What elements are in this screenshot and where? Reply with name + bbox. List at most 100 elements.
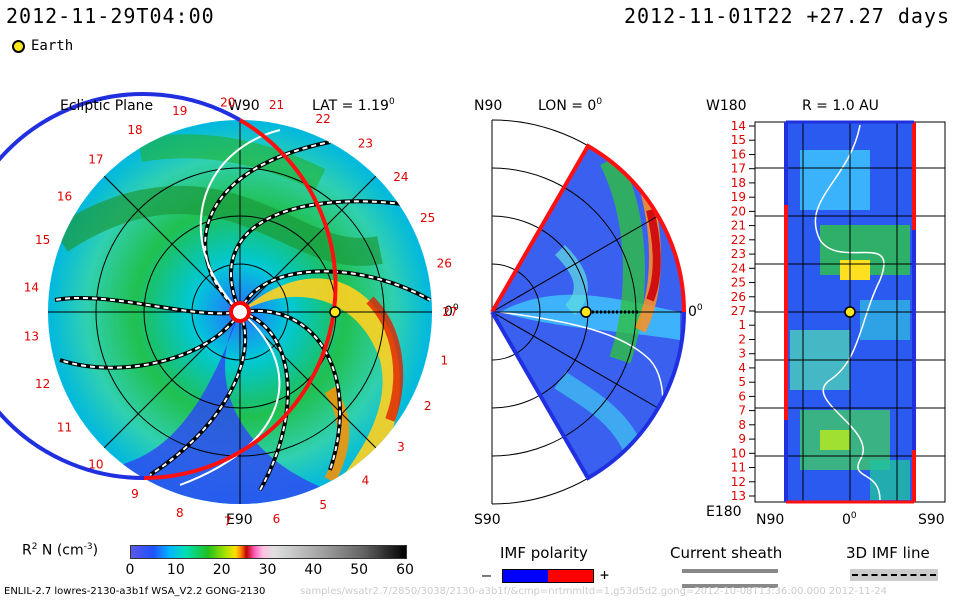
radial-day-label: 9	[738, 432, 746, 446]
earth-meridional-icon	[580, 306, 592, 318]
radial-day-label: 7	[738, 404, 746, 418]
radial-day-label: 27	[731, 304, 746, 318]
radial-day-label: 2	[738, 333, 746, 347]
earth-legend: Earth	[12, 38, 73, 54]
imf-polarity-swatch	[502, 569, 594, 583]
carrington-day-label: 23	[358, 137, 373, 151]
model-time-offset: 2012-11-01T22 +27.27 days	[623, 4, 950, 28]
carrington-day-label: 11	[57, 420, 72, 434]
radial-day-label: 12	[731, 475, 746, 489]
carrington-day-label: 22	[316, 112, 331, 126]
carrington-day-label: 6	[273, 512, 281, 526]
imf-plus-label: +	[600, 566, 610, 584]
colorbar-tick-label: 60	[396, 562, 414, 578]
radial-day-label: 1	[738, 318, 746, 332]
carrington-day-label: 2	[424, 399, 432, 413]
imf3d-swatch	[850, 569, 938, 581]
radial-x-mid-label: 00	[842, 511, 857, 528]
imf-negative-swatch	[503, 570, 548, 582]
radial-day-labels: 1415161718192021222324252627123456789101…	[731, 119, 755, 503]
meridional-title: LON = 00	[538, 97, 602, 114]
radial-x-right-label: S90	[918, 512, 945, 528]
radial-day-label: 10	[731, 446, 746, 460]
carrington-day-label: 14	[24, 281, 39, 295]
carrington-day-label: 26	[437, 257, 452, 271]
colorbar-tick-label: 40	[304, 562, 323, 578]
ecliptic-bottom-label: E90	[226, 512, 253, 528]
carrington-day-label: 1	[440, 353, 448, 367]
ecliptic-lat-label: LAT = 1.190	[312, 97, 395, 114]
radial-day-label: 8	[738, 418, 746, 432]
carrington-day-label: 13	[24, 329, 39, 343]
carrington-day-label: 19	[172, 104, 187, 118]
radial-day-label: 6	[738, 389, 746, 403]
carrington-day-label: 16	[57, 190, 72, 204]
carrington-day-label: 5	[319, 498, 327, 512]
run-path-footer: samples/wsatr2.7/2850/3038/2130-a3b1f/&c…	[300, 586, 888, 597]
density-colorbar	[130, 545, 407, 559]
radial-x-left-label: N90	[756, 512, 784, 528]
run-timestamp: 2012-11-29T04:00	[6, 4, 215, 28]
imf-polarity-title: IMF polarity	[500, 544, 588, 562]
radial-day-label: 24	[731, 261, 746, 275]
earth-legend-label: Earth	[31, 38, 74, 54]
radial-day-label: 14	[731, 119, 746, 133]
radial-day-label: 21	[731, 219, 746, 233]
radial-day-label: 20	[731, 204, 746, 218]
carrington-day-label: 17	[88, 152, 103, 166]
carrington-day-label: 4	[362, 473, 370, 487]
colorbar-tick-label: 20	[212, 562, 231, 578]
meridional-plane-panel: N90 LON = 00 S90 00	[474, 97, 703, 528]
imf3d-title: 3D IMF line	[846, 544, 930, 562]
radial-day-label: 5	[738, 375, 746, 389]
model-info-footer: ENLIL-2.7 lowres-2130-a3b1f WSA_V2.2 GON…	[4, 586, 266, 597]
carrington-day-label: 3	[397, 440, 405, 454]
radial-day-label: 18	[731, 176, 746, 190]
radial-bottom-left-label: E180	[706, 504, 742, 520]
imf-positive-swatch	[548, 570, 593, 582]
ecliptic-top-label: W90	[228, 98, 260, 114]
meridional-top-label: N90	[474, 98, 502, 114]
radial-title: R = 1.0 AU	[802, 98, 879, 114]
sun-marker-icon	[229, 301, 251, 323]
carrington-day-label: 21	[269, 98, 284, 112]
ecliptic-title: Ecliptic Plane	[60, 98, 153, 114]
meridional-bottom-label: S90	[474, 512, 501, 528]
current-sheath-title: Current sheath	[670, 544, 783, 562]
radial-day-label: 22	[731, 233, 746, 247]
carrington-day-label: 10	[88, 458, 103, 472]
radial-day-label: 4	[738, 361, 746, 375]
carrington-day-label: 24	[393, 170, 408, 184]
colorbar-tick-label: 50	[350, 562, 369, 578]
colorbar-title: R2 N (cm-3)	[22, 542, 99, 559]
radial-day-label: 15	[731, 133, 746, 147]
radial-day-label: 23	[731, 247, 746, 261]
current-sheath-swatch	[682, 569, 778, 588]
carrington-day-label: 15	[35, 233, 50, 247]
radial-day-label: 13	[731, 489, 746, 503]
carrington-day-label: 8	[176, 506, 184, 520]
earth-radial-icon	[844, 306, 856, 318]
radial-top-left-label: W180	[706, 98, 747, 114]
earth-marker-icon	[12, 39, 25, 53]
radial-day-label: 17	[731, 162, 746, 176]
earth-position-icon	[329, 306, 341, 318]
ecliptic-right-label: 00	[444, 303, 459, 320]
colorbar-tick-label: 30	[258, 562, 277, 578]
radial-map-panel: W180 R = 1.0 AU E180 N90 00 S90 14151617…	[706, 98, 946, 528]
imf-minus-label: –	[482, 566, 492, 584]
colorbar-tick-label: 0	[125, 562, 135, 578]
radial-day-label: 3	[738, 347, 746, 361]
ecliptic-plane-panel: Ecliptic Plane LAT = 1.190 W90 E90 00 19…	[0, 92, 459, 529]
carrington-day-label: 18	[127, 123, 142, 137]
radial-day-label: 16	[731, 148, 746, 162]
radial-day-label: 19	[731, 190, 746, 204]
carrington-day-label: 7	[224, 515, 232, 529]
radial-day-label: 11	[731, 461, 746, 475]
radial-day-label: 26	[731, 290, 746, 304]
carrington-day-label: 12	[35, 377, 50, 391]
carrington-day-label: 27	[442, 305, 457, 319]
carrington-day-label: 9	[131, 487, 139, 501]
